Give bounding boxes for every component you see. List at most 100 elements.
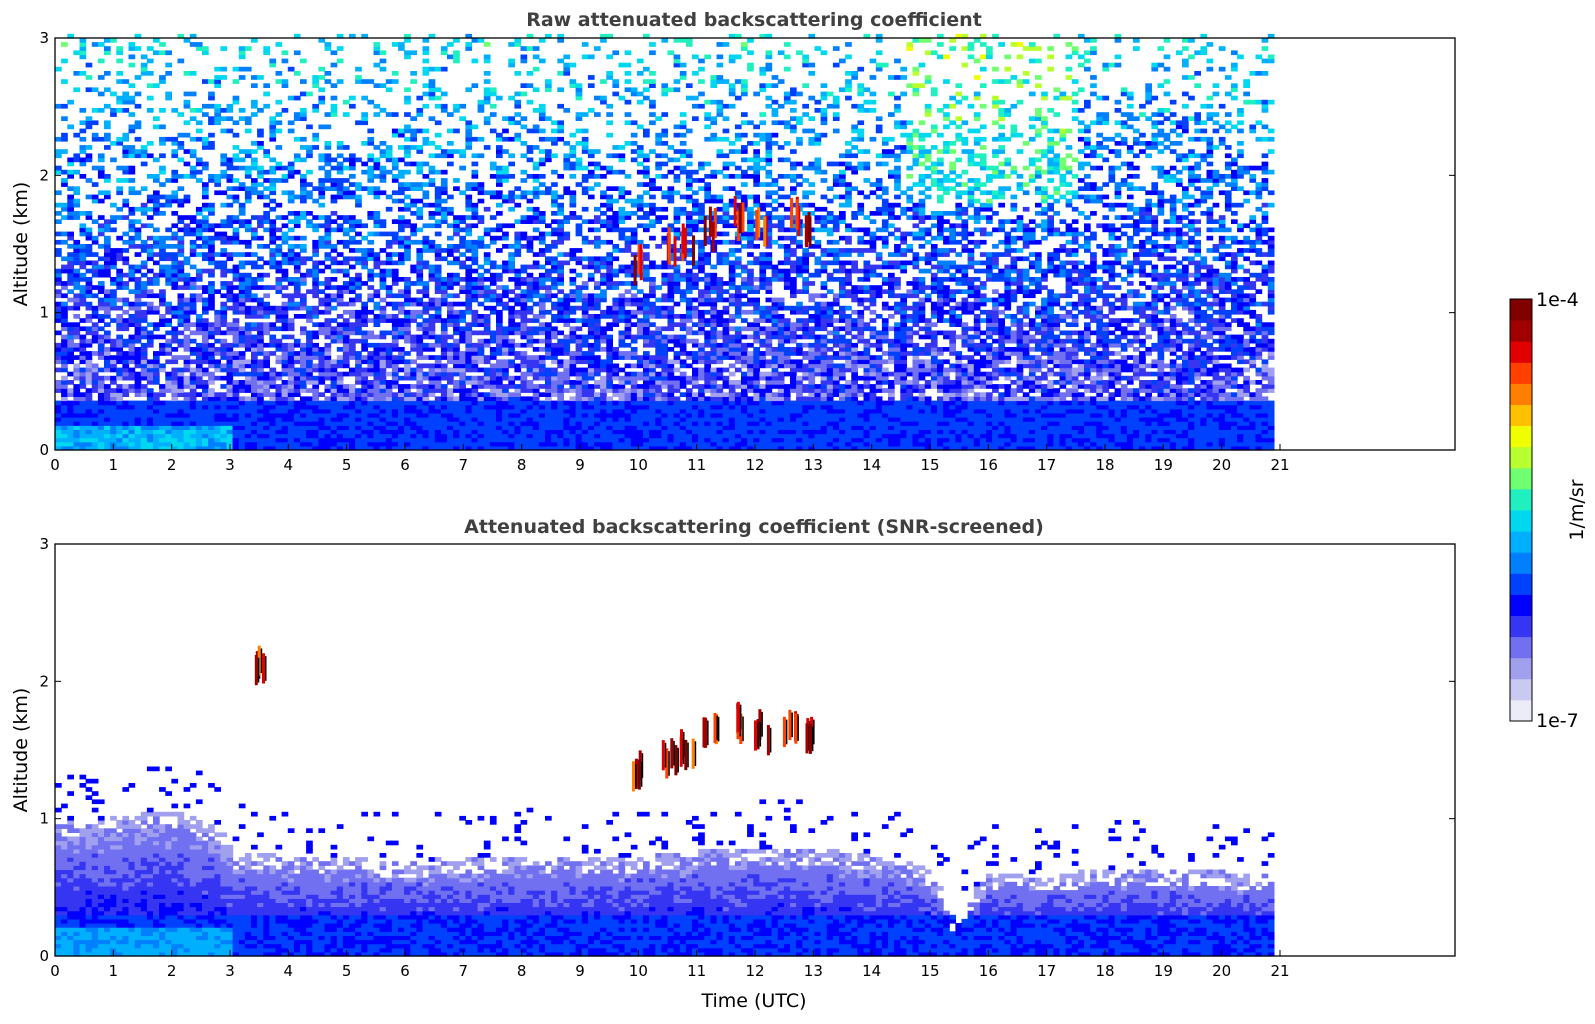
heatmap-cell <box>134 326 142 332</box>
heatmap-cell <box>594 433 601 439</box>
heatmap-cell <box>177 367 185 373</box>
heatmap-area <box>55 33 1275 451</box>
heatmap-cell <box>422 71 430 76</box>
heatmap-cell <box>110 392 117 397</box>
heatmap-cell <box>416 239 424 245</box>
heatmap-cell <box>447 351 454 356</box>
heatmap-cell <box>232 322 240 327</box>
heatmap-cell <box>312 186 319 191</box>
heatmap-cell <box>520 235 528 241</box>
heatmap-cell <box>293 116 301 121</box>
heatmap-cell <box>453 277 460 282</box>
heatmap-cell <box>483 227 491 233</box>
heatmap-cell <box>404 124 411 130</box>
heatmap-cell <box>398 174 405 179</box>
heatmap-cell <box>434 264 442 270</box>
heatmap-cell <box>226 396 234 402</box>
heatmap-cell <box>330 157 338 163</box>
heatmap-cell <box>67 260 74 266</box>
heatmap-cell <box>538 404 546 410</box>
heatmap-cell <box>477 244 485 249</box>
heatmap-cell <box>55 351 62 356</box>
heatmap-cell <box>318 178 326 183</box>
heatmap-cell <box>434 198 442 204</box>
heatmap-cell <box>336 404 344 410</box>
heatmap-cell <box>471 161 479 167</box>
heatmap-cell <box>275 359 283 365</box>
heatmap-cell <box>594 408 601 414</box>
heatmap-cell <box>496 367 503 373</box>
heatmap-cell <box>226 186 234 191</box>
heatmap-cell <box>483 79 491 84</box>
heatmap-cell <box>600 277 607 282</box>
heatmap-cell <box>128 351 136 356</box>
heatmap-cell <box>61 256 68 262</box>
heatmap-cell <box>483 359 491 365</box>
heatmap-cell <box>581 367 589 373</box>
heatmap-cell <box>355 363 362 369</box>
heatmap-cell <box>496 412 503 418</box>
heatmap-cell <box>275 252 283 257</box>
heatmap-cell <box>275 342 283 348</box>
heatmap-cell <box>269 375 277 381</box>
heatmap-cell <box>61 433 68 439</box>
heatmap-cell <box>483 116 491 121</box>
heatmap-cell <box>398 375 405 381</box>
heatmap-cell <box>532 206 540 212</box>
heatmap-cell <box>269 441 277 447</box>
heatmap-cell <box>342 392 350 397</box>
heatmap-cell <box>483 338 491 344</box>
heatmap-cell <box>287 219 295 224</box>
heatmap-cell <box>220 161 228 167</box>
heatmap-cell <box>434 219 442 224</box>
heatmap-cell <box>134 264 142 270</box>
heatmap-cell <box>551 256 558 262</box>
heatmap-cell <box>349 392 356 397</box>
heatmap-cell <box>483 367 491 373</box>
heatmap-cell <box>287 260 295 266</box>
heatmap-cell <box>434 396 442 402</box>
heatmap-cell <box>177 429 185 435</box>
heatmap-cell <box>263 309 270 315</box>
heatmap-cell <box>85 314 93 319</box>
heatmap-cell <box>306 314 313 319</box>
heatmap-cell <box>581 314 589 319</box>
heatmap-cell <box>538 322 546 327</box>
heatmap-cell <box>165 375 172 381</box>
heatmap-cell <box>97 351 105 356</box>
heatmap-cell <box>551 412 558 418</box>
heatmap-cell <box>122 412 130 418</box>
heatmap-cell <box>532 347 540 352</box>
heatmap-cell <box>514 239 522 245</box>
heatmap-cell <box>177 33 185 39</box>
heatmap-cell <box>342 260 350 266</box>
heatmap-cell <box>251 347 258 352</box>
heatmap-cell <box>557 239 564 245</box>
heatmap-cell <box>489 239 497 245</box>
heatmap-cell <box>379 190 387 196</box>
heatmap-cell <box>177 174 185 179</box>
heatmap-cell <box>146 421 154 426</box>
heatmap-cell <box>275 71 283 76</box>
heatmap-cell <box>116 441 123 447</box>
heatmap-cell <box>116 252 123 257</box>
heatmap-cell <box>581 433 589 439</box>
heatmap-cell <box>97 153 105 159</box>
heatmap-cell <box>189 231 197 237</box>
heatmap-cell <box>165 433 172 439</box>
heatmap-cell <box>447 412 454 418</box>
heatmap-cell <box>220 425 228 430</box>
heatmap-cell <box>459 396 466 402</box>
heatmap-cell <box>312 309 319 315</box>
heatmap-cell <box>373 429 381 435</box>
heatmap-cell <box>587 371 595 377</box>
heatmap-cell <box>91 441 99 447</box>
heatmap-cell <box>496 441 503 447</box>
heatmap-cell <box>202 330 209 336</box>
heatmap-cell <box>342 425 350 430</box>
heatmap-cell <box>526 215 534 220</box>
heatmap-cell <box>391 330 399 336</box>
heatmap-cell <box>330 421 338 426</box>
heatmap-cell <box>508 260 515 266</box>
heatmap-cell <box>606 375 613 381</box>
